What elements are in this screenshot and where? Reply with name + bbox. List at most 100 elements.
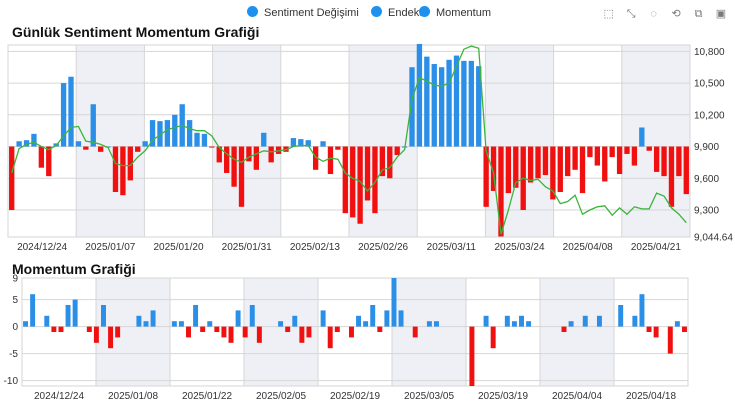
toolbox: ⬚ ⤡ ◌ ⟲ ⧉ ▣ — [597, 4, 727, 22]
brush-polygon-icon[interactable]: ⟲ — [671, 8, 681, 20]
background-band — [96, 278, 170, 386]
momentum-bar — [511, 321, 517, 327]
momentum-bar — [412, 326, 418, 338]
background-band — [485, 45, 554, 237]
x-tick-label: 2025/04/04 — [552, 391, 602, 402]
x-tick-label: 2025/02/05 — [256, 391, 306, 402]
endeks-bar — [683, 146, 689, 195]
y-tick-label: 9 — [12, 274, 18, 285]
y-tick-label: 9,044.64 — [694, 233, 733, 244]
x-tick-label: 2025/01/31 — [222, 242, 272, 253]
endeks-bar — [609, 146, 615, 158]
momentum-bar — [108, 326, 114, 349]
background-band — [392, 278, 466, 386]
endeks-bar — [372, 146, 378, 214]
endeks-bar — [557, 146, 563, 193]
endeks-bar — [579, 146, 586, 194]
momentum-bar — [334, 326, 340, 332]
endeks-bar — [298, 139, 304, 147]
endeks-bar — [320, 141, 326, 147]
endeks-bar — [527, 146, 534, 183]
momentum-bar — [186, 326, 191, 338]
endeks-bar — [38, 146, 45, 168]
x-tick-label: 2025/03/11 — [427, 242, 477, 253]
endeks-bar — [224, 146, 230, 173]
legend-item-momentum[interactable]: Momentum — [419, 6, 491, 19]
endeks-bar — [468, 60, 474, 147]
momentum-bar — [278, 321, 284, 327]
endeks-bar — [653, 146, 660, 172]
momentum-bar — [214, 326, 220, 332]
x-tick-label: 2025/04/08 — [563, 242, 613, 253]
legend-item-endeks[interactable]: Endeks — [371, 6, 425, 19]
momentum-bar — [490, 326, 496, 349]
endeks-bar — [461, 60, 467, 147]
momentum-bar — [391, 278, 397, 327]
momentum-bar — [93, 326, 99, 343]
save-image-icon[interactable]: ▣ — [715, 8, 727, 20]
legend: Sentiment Değişimi Endeks Momentum — [0, 4, 735, 22]
zoom-select-icon[interactable]: ⬚ — [603, 8, 614, 20]
momentum-bar — [23, 321, 29, 327]
endeks-bar — [194, 132, 200, 147]
endeks-bar — [23, 140, 30, 147]
momentum-bar — [249, 305, 255, 327]
endeks-bar — [424, 56, 430, 147]
endeks-bar — [431, 64, 437, 147]
legend-label: Momentum — [436, 7, 492, 19]
endeks-bar — [624, 146, 630, 154]
endeks-bar — [661, 146, 667, 177]
y-tick-label: -5 — [9, 349, 18, 360]
momentum-bar — [65, 305, 71, 327]
legend-item-sentiment-degisimi[interactable]: Sentiment Değişimi — [247, 6, 359, 19]
endeks-bar — [342, 146, 348, 214]
endeks-bar — [60, 83, 67, 147]
zoom-reset-icon[interactable]: ⤡ — [626, 8, 636, 20]
momentum-bar — [356, 315, 362, 327]
endeks-bar — [476, 66, 482, 147]
endeks-bar — [305, 140, 311, 147]
momentum-bar — [433, 321, 439, 327]
momentum-bar — [285, 326, 291, 332]
x-tick-label: 2025/03/19 — [478, 391, 528, 402]
legend-dot-icon — [247, 6, 258, 17]
endeks-bar — [387, 146, 393, 179]
data-view-icon[interactable]: ⧉ — [694, 8, 703, 20]
legend-label: Sentiment Değişimi — [264, 7, 359, 19]
endeks-bar — [409, 67, 415, 147]
endeks-bar — [490, 146, 497, 191]
endeks-bar — [535, 146, 541, 179]
endeks-bar — [379, 146, 386, 177]
momentum-bar — [519, 315, 524, 327]
endeks-bar — [394, 146, 400, 155]
endeks-bar — [172, 114, 178, 147]
momentum-bar — [256, 326, 262, 343]
x-tick-label: 2025/02/26 — [358, 242, 408, 253]
endeks-bar — [112, 146, 119, 193]
endeks-bar — [120, 146, 126, 196]
y-tick-label: 9,900 — [694, 142, 719, 153]
endeks-bar — [565, 146, 571, 177]
momentum-bar — [86, 326, 92, 332]
y-tick-label: 10,500 — [694, 79, 725, 90]
momentum-bar — [235, 310, 241, 327]
background-band — [212, 45, 281, 237]
momentum-bar — [292, 315, 298, 327]
endeks-bar — [357, 146, 363, 224]
legend-dot-icon — [371, 6, 382, 17]
momentum-bar — [348, 326, 354, 338]
background-band — [244, 278, 318, 386]
endeks-bar — [246, 146, 252, 162]
momentum-bar — [178, 321, 184, 327]
endeks-bar — [216, 146, 222, 163]
momentum-bar — [242, 326, 248, 338]
endeks-bar — [631, 146, 638, 166]
endeks-bar — [68, 76, 74, 147]
brush-rect-icon[interactable]: ◌ — [650, 8, 657, 20]
x-tick-label: 2025/03/05 — [404, 391, 454, 402]
momentum-bar — [200, 326, 206, 332]
endeks-bar — [231, 146, 237, 187]
endeks-bar — [416, 43, 423, 147]
chart-title-momentum: Momentum Grafiği — [12, 261, 136, 277]
